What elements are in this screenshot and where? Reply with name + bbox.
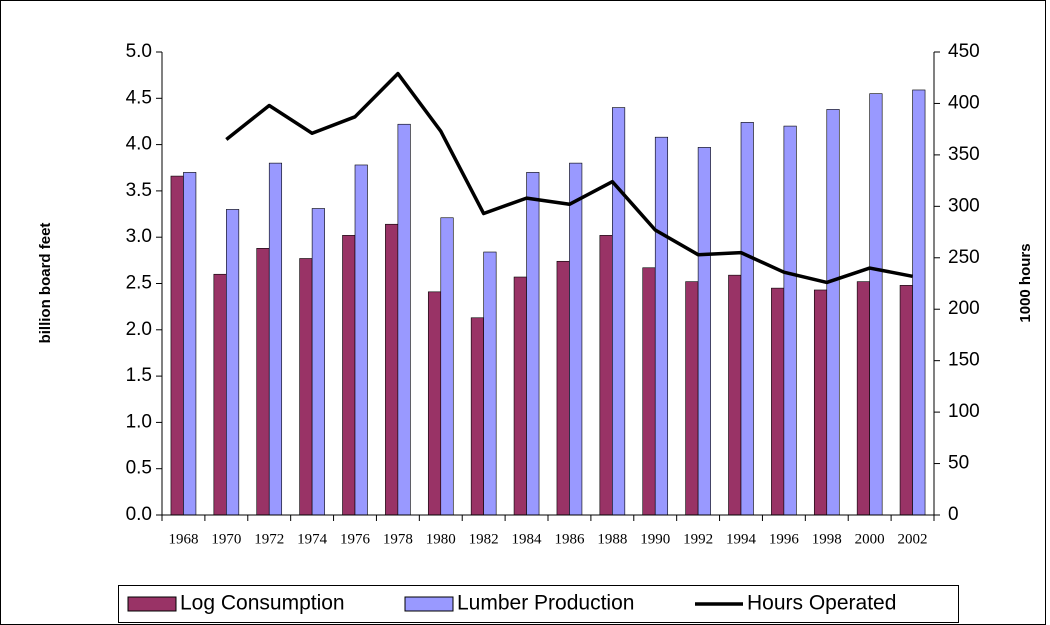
x-tick-label: 1984: [512, 531, 543, 547]
bar: [311, 208, 325, 516]
x-tick-label: 1968: [168, 531, 198, 547]
y-tick-label: 0.5: [126, 458, 152, 479]
y-tick-label: 5.0: [126, 41, 152, 62]
bar: [170, 175, 184, 516]
bar: [569, 162, 583, 516]
bar: [397, 123, 411, 516]
bar: [654, 136, 669, 516]
bar: [256, 248, 270, 516]
x-tick-label: 1980: [426, 531, 456, 547]
line: [225, 71, 913, 285]
legend-label: Log Consumption: [180, 592, 345, 615]
bar: [740, 122, 754, 516]
bar: [783, 125, 797, 516]
bar: [813, 289, 828, 516]
bar: [440, 217, 454, 516]
x-tick-label: 1972: [254, 531, 284, 547]
legend-box: [118, 585, 959, 623]
bar: [556, 260, 570, 516]
y2-axis-title: 1000 hours: [1017, 243, 1034, 322]
bar: [728, 274, 742, 516]
y2-tick-label: 100: [948, 401, 980, 422]
bar: [483, 251, 497, 516]
x-tick-label: 2002: [898, 531, 928, 547]
x-tick-label: 1994: [726, 531, 757, 547]
bar: [268, 162, 283, 516]
x-tick-label: 1992: [683, 531, 713, 547]
y-tick-label: 1.5: [126, 365, 152, 386]
bar: [771, 287, 785, 516]
bar: [856, 281, 870, 516]
bar: [513, 276, 527, 516]
bar: [826, 109, 840, 516]
y-tick-label: 2.0: [126, 319, 152, 340]
bar: [183, 172, 197, 516]
x-tick-label: 1974: [297, 531, 328, 547]
x-tick-label: 1998: [812, 531, 842, 547]
y2-tick-label: 0: [948, 504, 959, 525]
x-tick-label: 1990: [640, 531, 670, 547]
bar: [612, 107, 626, 516]
y-tick-label: 4.0: [126, 134, 152, 155]
y2-tick-label: 200: [948, 298, 980, 319]
x-tick-label: 1986: [554, 531, 585, 547]
x-tick-label: 1988: [597, 531, 627, 547]
y-tick-label: 3.5: [126, 180, 152, 201]
y2-tick-label: 400: [948, 92, 980, 113]
y-tick-label: 2.5: [126, 273, 152, 294]
bar: [869, 93, 883, 516]
y-tick-label: 1.0: [126, 411, 152, 432]
legend-label: Hours Operated: [747, 592, 896, 615]
y2-tick-label: 50: [948, 453, 969, 474]
x-tick-label: 1970: [211, 531, 241, 547]
y2-tick-label: 300: [948, 195, 980, 216]
bar: [642, 267, 656, 516]
legend-swatch: [404, 596, 454, 612]
bar: [526, 172, 540, 516]
x-tick-label: 1976: [340, 531, 371, 547]
bar: [213, 273, 227, 516]
legend-swatch: [127, 596, 177, 612]
x-tick-label: 1982: [469, 531, 499, 547]
y-axis-title: billion board feet: [37, 223, 54, 344]
y2-tick-label: 250: [948, 247, 980, 268]
x-tick-label: 2000: [855, 531, 885, 547]
y-tick-label: 0.0: [126, 504, 152, 525]
bar: [427, 291, 442, 516]
y-tick-label: 4.5: [126, 87, 152, 108]
y2-tick-label: 450: [948, 41, 980, 62]
bar: [912, 89, 926, 516]
bar: [385, 223, 399, 516]
bar: [226, 209, 240, 516]
bar: [685, 281, 699, 516]
bar: [342, 235, 356, 516]
bar: [354, 164, 368, 516]
y2-tick-label: 350: [948, 144, 980, 165]
bar: [599, 235, 613, 516]
bar: [899, 285, 913, 516]
legend-label: Lumber Production: [457, 592, 634, 615]
bar: [697, 147, 711, 516]
x-tick-label: 1978: [383, 531, 413, 547]
x-tick-label: 1996: [769, 531, 800, 547]
y-tick-label: 3.0: [126, 226, 152, 247]
bar: [299, 258, 313, 516]
bar: [470, 317, 484, 516]
y2-tick-label: 150: [948, 350, 980, 371]
